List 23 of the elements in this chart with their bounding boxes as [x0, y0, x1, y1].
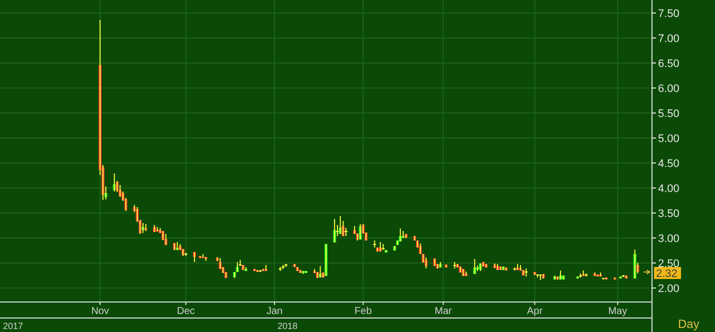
y-tick-label: 2.00 [658, 282, 680, 295]
y-tick-label: 3.50 [658, 208, 680, 220]
x-tick-label: May [608, 306, 628, 317]
text: Day [678, 317, 700, 331]
x-tick-label: Feb [354, 306, 372, 317]
y-tick-label: 5.00 [658, 132, 680, 145]
y-tick-label: 7.00 [658, 32, 680, 45]
y-tick-label: 6.00 [658, 82, 680, 95]
y-tick-label: 4.00 [658, 182, 680, 195]
y-tick-label: 6.50 [658, 58, 680, 70]
text: 2018 [278, 321, 298, 331]
y-tick-label: 2.50 [658, 258, 680, 270]
x-tick-label: Apr [526, 306, 544, 317]
x-tick-label: Jan [266, 306, 283, 317]
y-tick-label: 5.50 [658, 108, 680, 120]
x-tick-label: Dec [176, 306, 195, 317]
annotation: 2.32 [656, 268, 678, 280]
x-tick-label: Nov [91, 306, 109, 317]
y-tick-label: 4.50 [658, 158, 680, 170]
y-tick-label: 3.00 [658, 232, 680, 245]
x-tick-label: Mar [434, 306, 453, 317]
y-tick-label: 7.50 [658, 8, 680, 20]
text: 2017 [3, 321, 24, 331]
